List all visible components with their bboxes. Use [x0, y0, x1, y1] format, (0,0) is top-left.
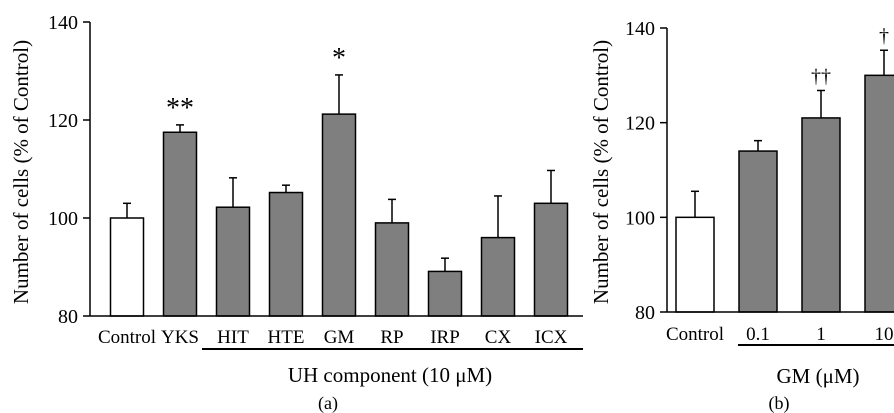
significance-markers: *** — [166, 43, 346, 124]
x-tick-label: CX — [485, 327, 512, 348]
significance-marker: ** — [166, 93, 194, 124]
y-tick-labels: 80 100 120 140 — [625, 18, 667, 324]
x-tick-label: IRP — [430, 327, 460, 348]
group-label: GM (μM) — [776, 364, 859, 388]
bar — [738, 150, 778, 313]
bar — [215, 206, 251, 317]
panel-label: (b) — [769, 393, 790, 413]
y-tick-label: 80 — [635, 302, 655, 324]
x-tick-label: 0.1 — [746, 324, 770, 345]
significance-marker: * — [332, 43, 346, 74]
bar — [864, 74, 894, 313]
x-tick-label: YKS — [161, 327, 199, 348]
chart-panel-b: Number of cells (% of Control) 80 100 120 1… — [589, 18, 894, 413]
x-tick-label: 10 — [875, 324, 894, 345]
x-tick-labels: Control 0.1 1 10 — [666, 324, 894, 345]
bar — [480, 236, 516, 317]
bar — [533, 202, 569, 317]
x-tick-labels: Control YKS HIT HTE GM RP IRP CX ICX — [98, 327, 568, 348]
bar — [675, 216, 715, 313]
x-tick-label: 1 — [816, 324, 826, 345]
x-tick-label: Control — [666, 324, 724, 345]
bar — [321, 113, 357, 317]
chart-panel-a: Number of cells (% of Control) 80 100 120 1… — [9, 12, 583, 413]
group-label: UH component (10 μM) — [288, 363, 492, 387]
y-tick-label: 120 — [625, 113, 655, 135]
x-tick-label: HIT — [217, 327, 249, 348]
y-axis-label: Number of cells (% of Control) — [9, 40, 33, 304]
x-tick-label: Control — [98, 327, 156, 348]
significance-markers: ††† — [811, 25, 889, 87]
bar — [109, 217, 145, 317]
x-tick-label: GM — [324, 327, 355, 348]
bar — [801, 117, 841, 313]
y-tick-labels: 80 100 120 140 — [48, 12, 90, 328]
bar — [268, 191, 304, 317]
y-axis-label: Number of cells (% of Control) — [589, 40, 613, 304]
y-tick-label: 140 — [48, 12, 78, 34]
bars — [675, 74, 894, 313]
x-tick-label: ICX — [535, 327, 568, 348]
error-bars — [123, 74, 555, 272]
bar — [374, 222, 410, 317]
x-tick-label: RP — [380, 327, 403, 348]
bar — [162, 131, 198, 317]
significance-marker: †† — [811, 65, 831, 87]
y-tick-label: 120 — [48, 110, 78, 132]
bars — [109, 113, 569, 317]
y-tick-label: 100 — [625, 207, 655, 229]
significance-marker: † — [879, 25, 889, 47]
y-tick-label: 80 — [58, 306, 78, 328]
x-tick-label: HTE — [268, 327, 305, 348]
y-tick-label: 100 — [48, 208, 78, 230]
y-tick-label: 140 — [625, 18, 655, 40]
bar — [427, 270, 463, 317]
error-bars — [691, 49, 888, 218]
panel-label: (a) — [318, 393, 338, 413]
